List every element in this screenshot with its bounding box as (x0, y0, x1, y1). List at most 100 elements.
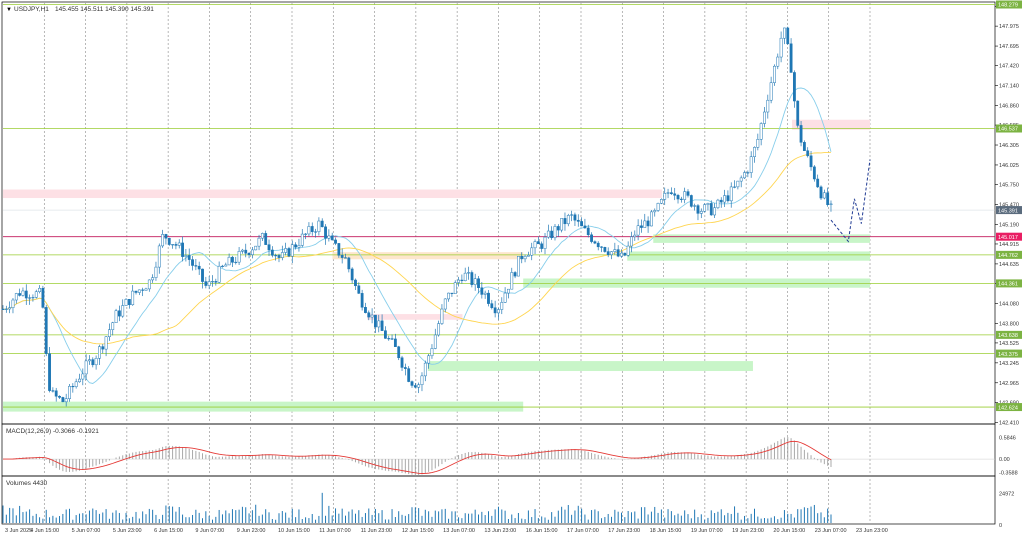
candle-body (480, 287, 484, 295)
zone-pink (3, 189, 662, 199)
candle-body (746, 172, 750, 174)
price-label-bg (996, 279, 1022, 288)
candle-body (211, 281, 214, 283)
macd-title: MACD(12,26,9) -0.3066 -0.1921 (6, 428, 99, 435)
candle-body (769, 82, 773, 101)
candle-body (819, 186, 823, 199)
candle-body (234, 261, 238, 263)
time-tick-label: 5 Jun 23:00 (113, 528, 142, 534)
candle-body (560, 218, 564, 231)
candle-body (94, 358, 98, 366)
candle-body (713, 207, 717, 216)
candle-body (181, 242, 184, 257)
candle-body (48, 353, 51, 391)
candle-body (357, 285, 361, 294)
price-label-bg (996, 330, 1022, 339)
candle-body (8, 307, 12, 310)
level-lines (3, 4, 995, 408)
candle-body (536, 241, 540, 245)
candle-body (453, 282, 457, 294)
price-tick-label: 142.410 (999, 420, 1019, 426)
candle-body (620, 252, 623, 257)
candle-body (726, 195, 730, 202)
candle-body (719, 199, 723, 203)
price-label-bg (996, 349, 1022, 358)
candle-body (250, 249, 254, 256)
candle-body (403, 367, 407, 369)
candle-body (503, 292, 507, 303)
volume-title: Volumes 4430 (6, 480, 48, 487)
candle-body (267, 244, 271, 251)
candle-body (147, 279, 151, 290)
candle-body (679, 198, 683, 200)
candle-body (606, 251, 610, 256)
price-tick-label: 144.915 (999, 242, 1019, 248)
candle-body (260, 233, 264, 239)
price-tick-label: 144.635 (999, 262, 1019, 268)
zone-green (427, 361, 753, 372)
candle-body (669, 192, 673, 195)
candle-body (51, 390, 55, 392)
price-label-bg (996, 403, 1022, 412)
price-tick-label: 143.525 (999, 341, 1019, 347)
candle-body (101, 346, 105, 350)
candle-body (274, 255, 278, 257)
candle-body (590, 234, 593, 242)
candle-body (380, 320, 384, 331)
time-tick-label: 17 Jun 07:00 (567, 528, 599, 534)
candle-body (254, 245, 258, 251)
candle-body (310, 226, 314, 232)
candle-body (390, 338, 394, 340)
candle-body (231, 256, 234, 263)
candle-body (812, 166, 816, 180)
candle-body (224, 264, 228, 267)
candle-body (610, 251, 613, 256)
candle-body (766, 99, 770, 113)
candle-body (500, 302, 504, 310)
candle-body (337, 243, 341, 256)
candle-body (816, 178, 820, 188)
candle-body (174, 244, 178, 246)
candle-body (144, 288, 148, 291)
candle-body (580, 221, 584, 227)
time-tick-label: 13 Jun 23:00 (484, 528, 516, 534)
candle-body (659, 199, 663, 204)
candle-body (280, 252, 284, 258)
candle-body (21, 290, 25, 296)
candle-body (44, 307, 48, 354)
candle-body (307, 226, 311, 235)
candle-body (151, 277, 155, 281)
price-label-level: 144.762 (998, 253, 1018, 259)
chart-menu-icon[interactable]: ▼ (6, 7, 12, 13)
candle-body (300, 233, 304, 246)
candle-body (646, 220, 650, 227)
time-tick-label: 5 Jun 07:00 (72, 528, 101, 534)
symbol-label: USDJPY,H1 (14, 6, 49, 13)
price-tick-label: 147.420 (999, 64, 1019, 70)
candle-body (513, 272, 517, 277)
volume-tick-label: 0 (999, 523, 1002, 529)
candle-body (776, 56, 780, 67)
candle-body (347, 257, 351, 270)
zone-green (653, 234, 870, 243)
candle-body (802, 142, 806, 151)
candle-body (214, 281, 218, 283)
ohlc-readout: 145.455 145.511 145.390 145.391 (55, 6, 154, 13)
candle-body (78, 378, 81, 383)
candle-body (643, 220, 647, 228)
candle-body (18, 293, 22, 296)
time-tick-label: 18 Jun 15:00 (650, 528, 682, 534)
candle-body (829, 203, 833, 205)
candle-body (330, 235, 334, 241)
time-tick-label: 19 Jun 23:00 (732, 528, 764, 534)
candle-body (450, 292, 454, 294)
time-tick-label: 16 Jun 15:00 (526, 528, 558, 534)
candle-body (364, 307, 367, 313)
moving-averages (2, 87, 832, 384)
candle-body (68, 386, 71, 399)
time-tick-label: 4 Jun 15:00 (30, 528, 59, 534)
candle-body (277, 255, 281, 258)
candle-body (490, 303, 494, 308)
